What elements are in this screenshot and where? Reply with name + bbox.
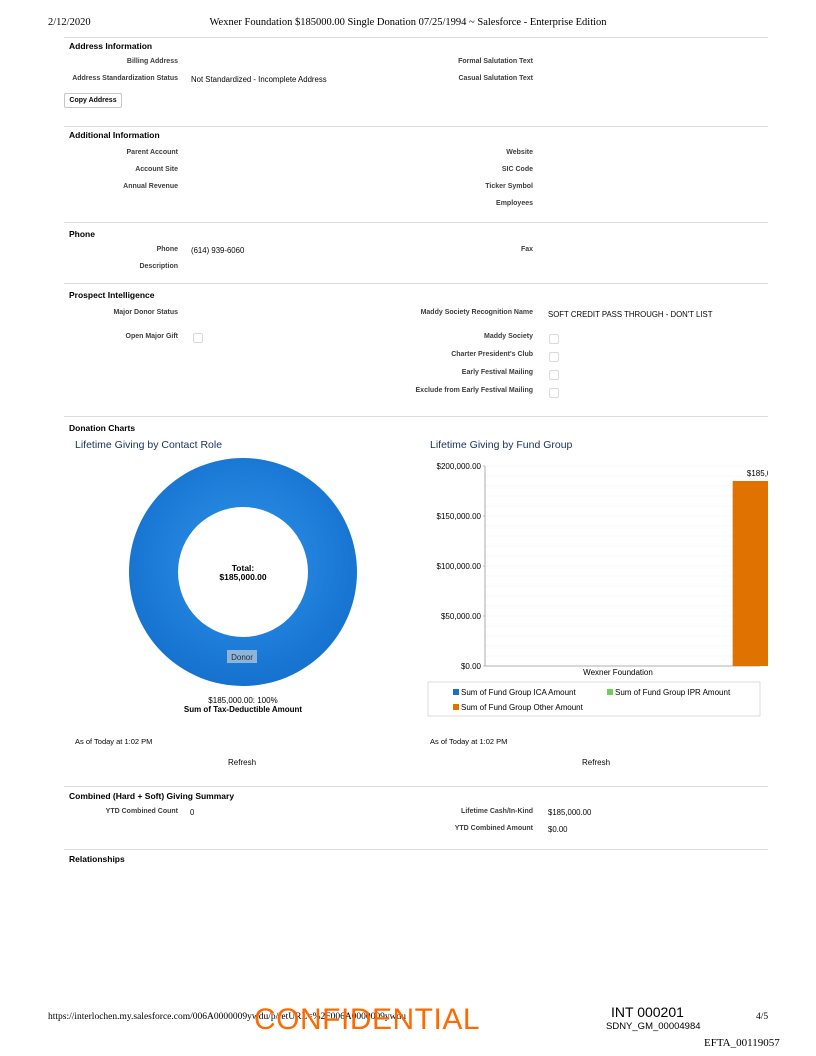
y-tick-label: $100,000.00 xyxy=(437,562,482,571)
sic-code-label: SIC Code xyxy=(501,166,533,173)
chart-title-fund-group: Lifetime Giving by Fund Group xyxy=(430,439,573,451)
confidential-stamp: CONFIDENTIAL xyxy=(254,1003,481,1036)
section-divider xyxy=(64,786,768,787)
section-title-donation-charts: Donation Charts xyxy=(69,423,136,433)
footer-url: https://interlochen.my.salesforce.com/00… xyxy=(48,1012,407,1022)
bar-2[interactable] xyxy=(732,481,768,666)
early-festival-label: Early Festival Mailing xyxy=(461,369,533,376)
y-tick-label: $150,000.00 xyxy=(437,512,482,521)
donut-hole xyxy=(178,507,308,637)
legend-swatch-other xyxy=(453,704,459,710)
print-title: Wexner Foundation $185000.00 Single Dona… xyxy=(209,17,607,28)
slice-caption: $185,000.00: 100% xyxy=(208,696,277,705)
lifetime-cash-value: $185,000.00 xyxy=(548,808,592,817)
charter-president-label: Charter President's Club xyxy=(451,351,533,358)
print-date: 2/12/2020 xyxy=(48,17,91,28)
section-title-additional: Additional Information xyxy=(69,130,160,140)
legend-label-ica: Sum of Fund Group ICA Amount xyxy=(461,688,577,697)
section-divider xyxy=(64,416,768,417)
efta-code: EFTA_00119057 xyxy=(704,1037,780,1049)
int-code: INT 000201 xyxy=(611,1004,684,1020)
sdny-code: SDNY_GM_00004984 xyxy=(606,1021,701,1032)
description-label: Description xyxy=(139,263,178,270)
section-title-prospect: Prospect Intelligence xyxy=(69,290,155,300)
legend-swatch-ipr xyxy=(607,689,613,695)
major-donor-status-label: Major Donor Status xyxy=(113,309,178,316)
address-standardization-label: Address Standardization Status xyxy=(72,75,178,82)
early-festival-checkbox[interactable] xyxy=(549,370,559,380)
section-title-relationships: Relationships xyxy=(69,854,125,864)
parent-account-label: Parent Account xyxy=(126,149,178,156)
refresh-right-button[interactable]: Refresh xyxy=(582,758,611,767)
slice-label-box xyxy=(227,650,257,663)
x-tick-label: Wexner Foundation xyxy=(583,668,653,677)
billing-address-label: Billing Address xyxy=(126,58,178,65)
legend-label-ipr: Sum of Fund Group IPR Amount xyxy=(615,688,731,697)
maddy-society-label: Maddy Society xyxy=(483,333,533,340)
y-tick-label: $50,000.00 xyxy=(441,612,482,621)
annual-revenue-label: Annual Revenue xyxy=(123,183,178,190)
section-title-phone: Phone xyxy=(69,229,95,239)
address-standardization-value: Not Standardized - Incomplete Address xyxy=(191,75,327,84)
maddy-society-checkbox[interactable] xyxy=(549,334,559,344)
copy-address-button[interactable]: Copy Address xyxy=(64,93,122,108)
account-site-label: Account Site xyxy=(135,166,178,173)
phone-value: (614) 939-6060 xyxy=(191,246,245,255)
lifetime-cash-label: Lifetime Cash/In-Kind xyxy=(461,808,533,815)
website-label: Website xyxy=(506,149,533,156)
y-tick-label: $200,000.00 xyxy=(437,462,482,471)
section-divider xyxy=(64,126,768,127)
asof-left: As of Today at 1:02 PM xyxy=(75,737,153,746)
section-divider xyxy=(64,37,768,38)
donut-chart: Total: $185,000.00 Donor $185,000.00: 10… xyxy=(129,458,357,714)
maddy-recognition-label: Maddy Society Recognition Name xyxy=(420,309,533,316)
ytd-combined-amount-value: $0.00 xyxy=(548,825,568,834)
section-divider xyxy=(64,849,768,850)
ytd-combined-count-label: YTD Combined Count xyxy=(105,808,178,815)
formal-salutation-label: Formal Salutation Text xyxy=(458,58,533,65)
donut-total-label: Total: xyxy=(232,563,255,573)
legend-swatch-ica xyxy=(453,689,459,695)
section-divider xyxy=(64,222,768,223)
section-title-address: Address Information xyxy=(69,41,153,51)
slice-label-donor: Donor xyxy=(231,653,253,662)
refresh-left-button[interactable]: Refresh xyxy=(228,758,257,767)
section-divider xyxy=(64,283,768,284)
y-tick-label: $0.00 xyxy=(461,662,482,671)
bar-data-label: $185,000.00 xyxy=(747,469,768,478)
fax-label: Fax xyxy=(520,246,533,253)
ticker-symbol-label: Ticker Symbol xyxy=(485,183,533,190)
phone-label: Phone xyxy=(156,246,178,253)
employees-label: Employees xyxy=(496,200,533,207)
maddy-recognition-value: SOFT CREDIT PASS THROUGH - DON'T LIST xyxy=(548,310,713,319)
legend-label-other: Sum of Fund Group Other Amount xyxy=(461,703,584,712)
bar-chart: $200,000.00 $150,000.00 $100,000.00 $50,000… xyxy=(427,462,768,717)
page-number: 4/5 xyxy=(756,1012,769,1022)
casual-salutation-label: Casual Salutation Text xyxy=(458,75,533,82)
exclude-festival-checkbox[interactable] xyxy=(549,388,559,398)
donut-total-value: $185,000.00 xyxy=(219,572,267,582)
asof-right: As of Today at 1:02 PM xyxy=(430,737,508,746)
exclude-festival-label: Exclude from Early Festival Mailing xyxy=(415,387,533,394)
open-major-gift-checkbox[interactable] xyxy=(193,333,203,343)
ytd-combined-amount-label: YTD Combined Amount xyxy=(454,825,533,832)
section-title-combined: Combined (Hard + Soft) Giving Summary xyxy=(69,791,235,801)
measure-label: Sum of Tax-Deductible Amount xyxy=(184,705,303,714)
chart-title-contact-role: Lifetime Giving by Contact Role xyxy=(75,439,223,451)
open-major-gift-label: Open Major Gift xyxy=(125,333,179,340)
ytd-combined-count-value: 0 xyxy=(190,808,195,817)
charter-president-checkbox[interactable] xyxy=(549,352,559,362)
chart-legend xyxy=(427,681,761,717)
